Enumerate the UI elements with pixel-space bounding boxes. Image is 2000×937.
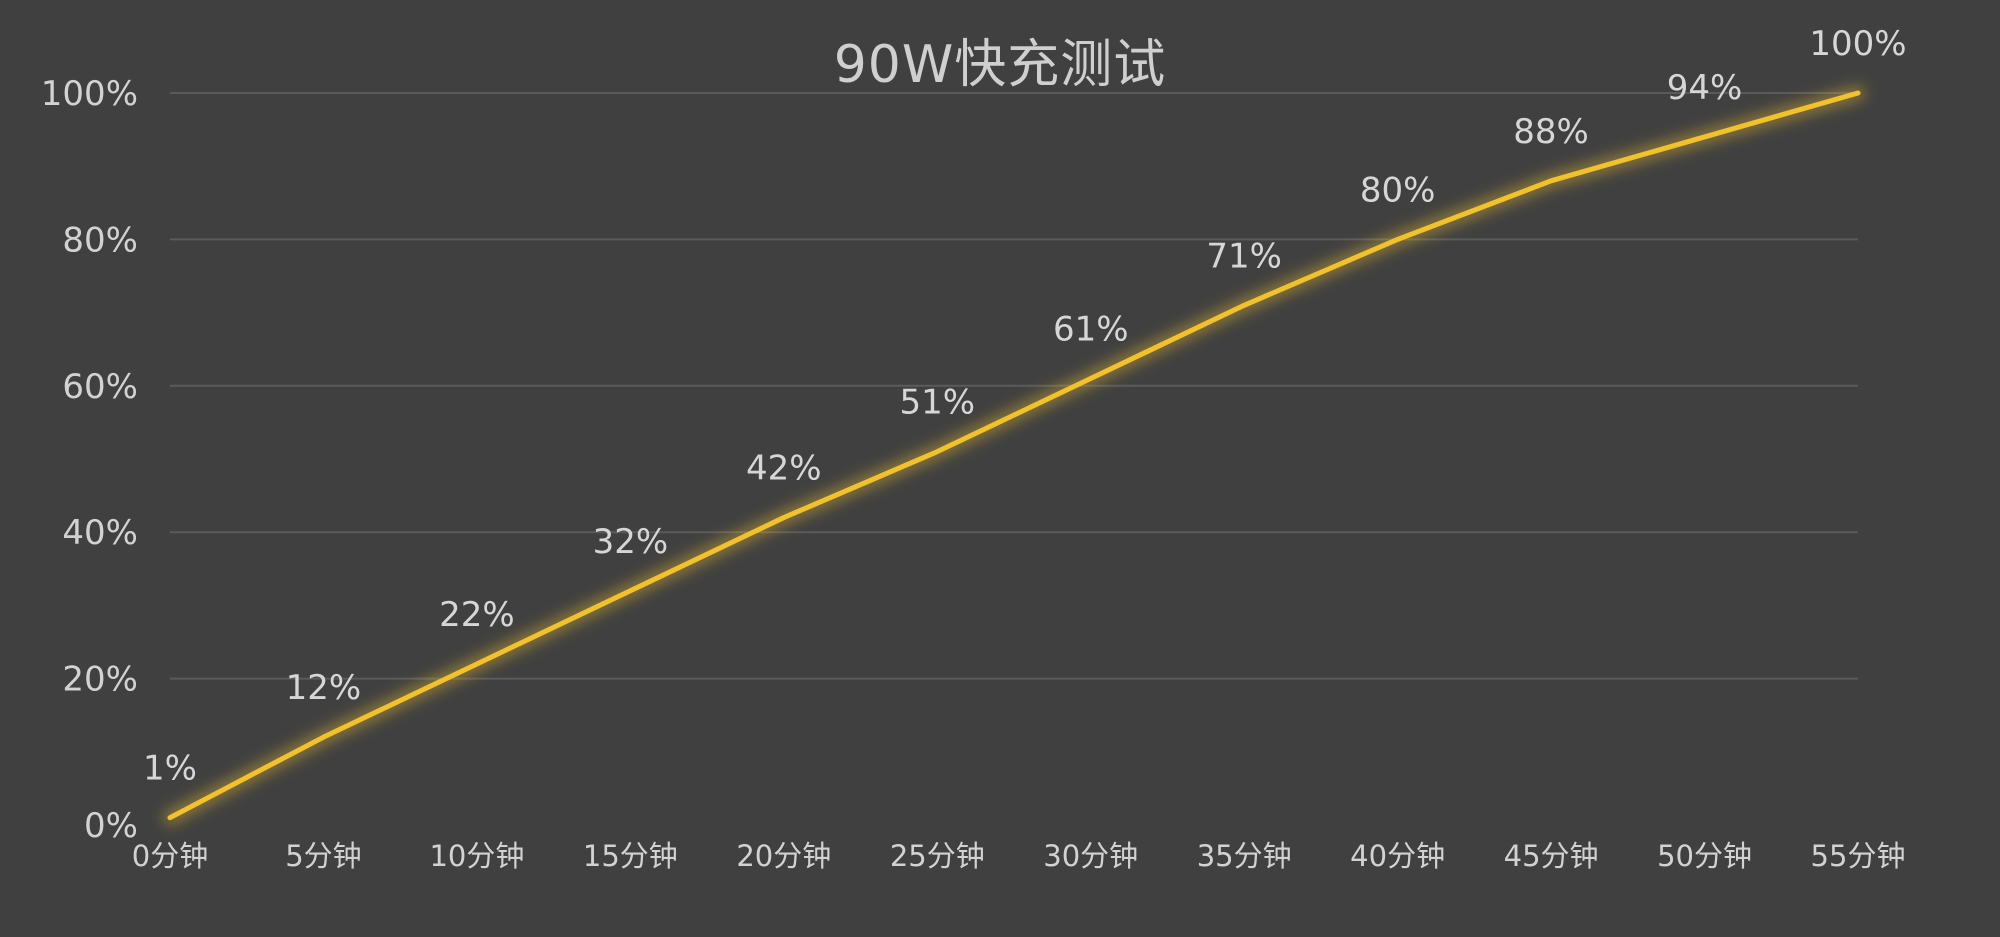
data-label: 1% (143, 749, 197, 789)
x-tick-label: 45分钟 (1504, 839, 1599, 873)
x-tick-label: 20分钟 (736, 839, 831, 873)
grid-lines (170, 92, 1858, 680)
data-label: 22% (439, 595, 515, 635)
x-tick-label: 30分钟 (1043, 839, 1138, 873)
data-label: 61% (1053, 309, 1129, 349)
data-label: 42% (746, 449, 822, 489)
data-label: 80% (1360, 170, 1436, 210)
x-tick-label: 40分钟 (1350, 839, 1445, 873)
y-tick-label: 20% (62, 660, 138, 700)
x-tick-label: 50分钟 (1657, 839, 1752, 873)
x-tick-label: 0分钟 (132, 839, 208, 873)
y-tick-label: 60% (62, 367, 138, 407)
chart-title: 90W快充测试 (833, 35, 1167, 95)
data-label: 32% (593, 522, 669, 562)
y-tick-label: 40% (62, 513, 138, 553)
x-tick-label: 15分钟 (583, 839, 678, 873)
data-label: 71% (1206, 236, 1282, 276)
data-label: 12% (286, 668, 362, 708)
data-label: 100% (1809, 24, 1906, 64)
y-tick-label: 0% (84, 806, 138, 846)
series-line-glow (163, 86, 1865, 825)
x-tick-label: 5分钟 (285, 839, 361, 873)
data-label: 51% (899, 383, 975, 423)
y-axis-ticks: 0% 20% 40% 60% 80% 100% (41, 74, 138, 846)
data-label: 94% (1667, 68, 1743, 108)
x-tick-label: 35分钟 (1197, 839, 1292, 873)
data-labels: 1% 12% 22% 32% 42% 51% 61% 71% 80% 88% 94% 100% (143, 24, 1907, 789)
series-charge-curve (163, 86, 1865, 825)
x-axis-ticks: 0分钟 5分钟 10分钟 15分钟 20分钟 25分钟 30分钟 35分钟 40分钟 45分钟 50… (132, 839, 1906, 873)
y-tick-label: 100% (41, 74, 138, 114)
data-label: 88% (1513, 112, 1589, 152)
y-tick-label: 80% (62, 220, 138, 260)
x-tick-label: 10分钟 (429, 839, 524, 873)
x-tick-label: 25分钟 (890, 839, 985, 873)
x-tick-label: 55分钟 (1811, 839, 1906, 873)
series-line (167, 90, 1861, 821)
